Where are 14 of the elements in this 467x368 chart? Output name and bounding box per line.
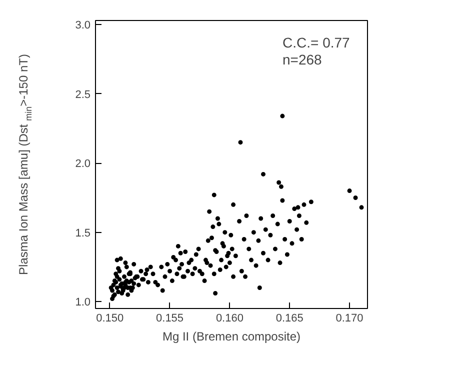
x-tick-label: 0.150 <box>96 312 124 324</box>
x-axis-title: Mg II (Bremen composite) <box>162 330 301 344</box>
x-tick-label: 0.170 <box>336 312 364 324</box>
y-axis-title: Plasma Ion Mass [amu] (Dstmin>-150 nT) <box>16 54 34 275</box>
y-tick-label: 3.0 <box>75 20 91 32</box>
annotation: n=268 <box>282 52 322 68</box>
y-tick-label: 2.5 <box>75 88 91 101</box>
x-tick-label: 0.155 <box>156 312 184 324</box>
x-tick-label: 0.165 <box>276 312 304 324</box>
x-tick-label: 0.160 <box>216 312 244 324</box>
y-tick-label: 1.5 <box>75 227 91 240</box>
annotation: C.C.= 0.77 <box>282 34 350 50</box>
y-tick-label: 1.0 <box>75 296 91 309</box>
y-tick-label: 2.0 <box>75 158 91 170</box>
